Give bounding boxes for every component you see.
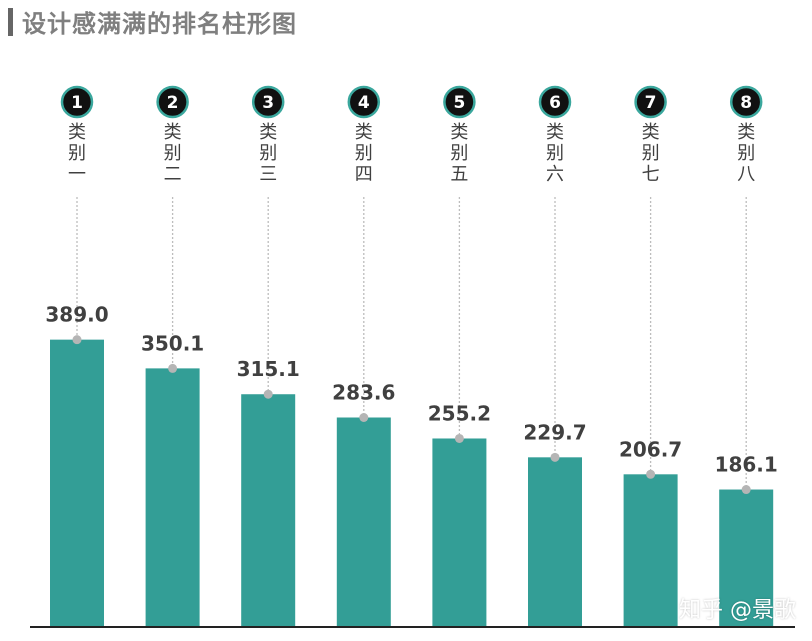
rank-badge-3 — [251, 85, 285, 119]
bar-4 — [336, 417, 391, 627]
rank-badge-8 — [729, 85, 763, 119]
value-dot-8 — [741, 485, 751, 495]
chart-title: 设计感满满的排名柱形图 — [22, 10, 297, 38]
rank-number-2: 2 — [167, 93, 179, 113]
category-label-6: 类别六 — [546, 122, 564, 185]
bar-8 — [719, 489, 774, 627]
rank-number-4: 4 — [358, 93, 370, 113]
rank-badge-6 — [538, 85, 572, 119]
value-label-2: 350.1 — [141, 331, 204, 355]
rank-badge-5 — [443, 85, 476, 119]
rank-number-1: 1 — [71, 93, 83, 113]
value-label-5: 255.2 — [428, 401, 491, 425]
value-dot-5 — [454, 433, 464, 443]
rank-badge-2 — [156, 85, 189, 119]
bar-2 — [145, 368, 200, 627]
rank-number-8: 8 — [740, 93, 752, 113]
bar-1 — [50, 339, 104, 627]
value-dot-4 — [359, 413, 369, 423]
bar-3 — [241, 394, 296, 627]
value-label-7: 206.7 — [619, 437, 682, 461]
rank-badge-1 — [60, 85, 94, 119]
watermark: 知乎 @景歌 — [679, 598, 796, 623]
category-label-2: 类别二 — [164, 122, 182, 185]
value-dot-1 — [72, 335, 82, 345]
value-label-4: 283.6 — [332, 381, 395, 405]
bar-5 — [432, 438, 487, 627]
bar-7 — [623, 474, 678, 627]
value-dot-6 — [550, 452, 560, 462]
value-label-3: 315.1 — [237, 357, 300, 381]
value-dot-3 — [263, 389, 273, 399]
value-label-8: 186.1 — [715, 453, 778, 477]
value-label-1: 389.0 — [45, 303, 108, 327]
category-label-4: 类别四 — [355, 122, 373, 185]
rank-badge-4 — [347, 85, 381, 119]
rank-number-5: 5 — [453, 93, 465, 113]
rank-number-6: 6 — [549, 93, 561, 113]
value-dot-2 — [168, 363, 178, 373]
category-label-3: 类别三 — [259, 122, 277, 185]
rank-badge-7 — [634, 85, 667, 119]
category-label-5: 类别五 — [450, 122, 468, 185]
category-label-8: 类别八 — [737, 122, 755, 185]
category-label-7: 类别七 — [642, 122, 660, 185]
rank-number-3: 3 — [262, 93, 274, 113]
rank-number-7: 7 — [645, 93, 657, 113]
category-label-1: 类别一 — [68, 122, 86, 185]
value-label-6: 229.7 — [523, 420, 586, 444]
bar-6 — [528, 457, 582, 627]
title-accent-bar — [8, 8, 13, 36]
value-dot-7 — [646, 469, 656, 479]
